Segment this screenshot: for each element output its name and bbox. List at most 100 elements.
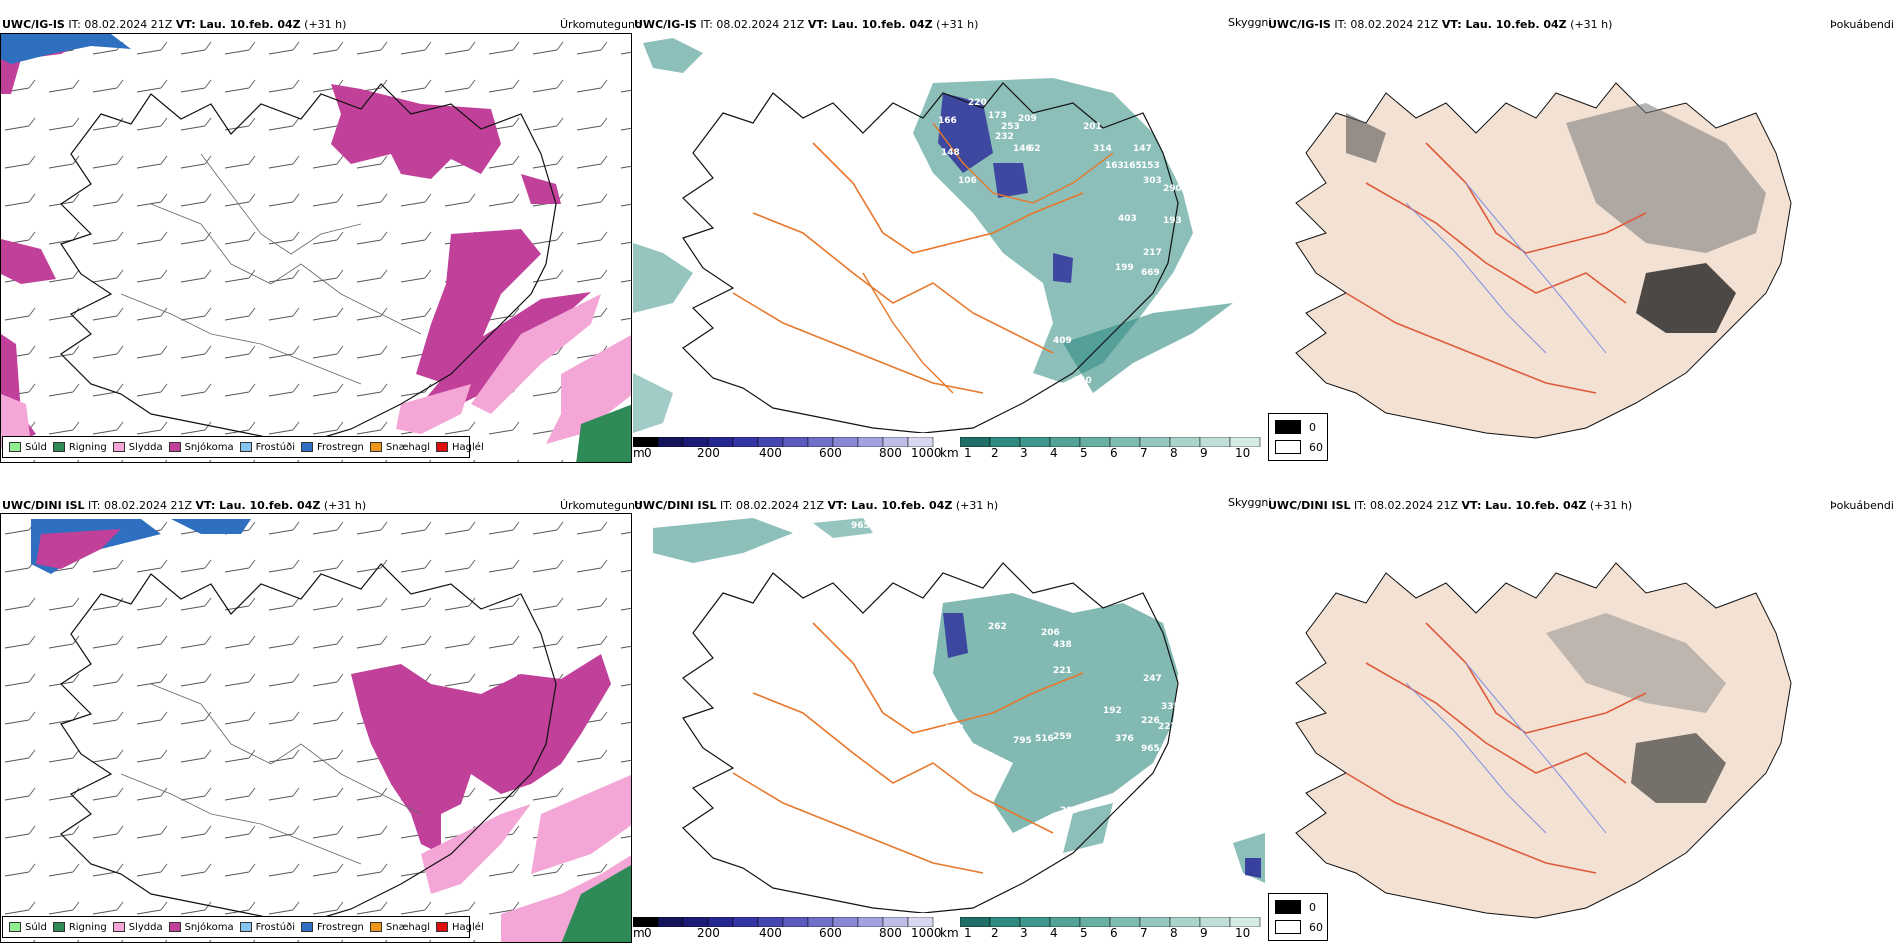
lead-time: (+31 h) [955,499,999,512]
lead-time: (+31 h) [304,18,347,31]
model-name: UWC/IG-IS [2,18,65,31]
vis-label: 253 [1001,122,1020,132]
top-vis-colorbar-km-ticks: km 1 2 3 4 5 6 7 8 9 10 [940,446,1250,460]
legend-swatch [168,442,181,452]
legend-item: Snæhagl [369,442,430,453]
legend-item: Slydda [112,441,163,453]
vis-label: 226 [1141,716,1160,726]
vis-label: 229 [1060,806,1079,816]
fog-legend-swatch [1275,420,1301,434]
vis-label: 147 [1133,144,1152,154]
bottom-vis-colorbar-km-ticks: km 1 2 3 4 5 6 7 8 9 10 [940,926,1250,940]
vt-label: VT: Lau. 10.feb. 04Z [195,499,321,512]
vis-label: 409 [1053,336,1072,346]
legend-swatch [52,922,65,932]
vis-label: 303 [1143,176,1162,186]
it-value: 08.02.2024 21Z [84,18,173,31]
bottom-fog-header: UWC/DINI ISL IT: 08.02.2024 21Z VT: Lau.… [1268,499,1632,512]
colorbar-tick: 400 [759,926,782,940]
fog-legend-row: 60 [1275,440,1323,454]
it-label: IT: [700,18,713,31]
legend-label: Snjókoma [184,441,234,453]
top-vis-colorbar-m-ticks: m 0 200 400 600 800 1000 [633,446,942,460]
colorbar-tick: 5 [1080,446,1088,460]
top-precip-header: UWC/IG-IS IT: 08.02.2024 21Z VT: Lau. 10… [2,18,346,31]
legend-swatch [369,922,382,932]
colorbar-cell [657,437,684,447]
bottom-precip-title: Úrkomutegund [560,499,642,512]
legend-label: Snæhagl [385,921,431,933]
colorbar-tick: 3 [1020,446,1028,460]
top-fog-legend: 0 60 [1268,413,1328,461]
lead-time: (+31 h) [323,499,367,512]
colorbar-tick: 6 [1110,446,1118,460]
fog-legend-label: 60 [1309,440,1323,454]
it-value: 08.02.2024 21Z [736,499,825,512]
model-name: UWC/DINI ISL [634,499,717,512]
bottom-fog-title: Þokuábendi [1830,499,1894,512]
colorbar-unit: m [633,926,645,940]
it-label: IT: [88,499,101,512]
colorbar-cell [732,917,759,927]
fog-legend-row: 0 [1275,900,1316,914]
bottom-vis-colorbar-m-ticks: m 0 200 400 600 800 1000 [633,926,942,940]
legend-item: Haglél [436,922,484,933]
legend-item: Frostúði [239,442,295,453]
vis-label: 314 [1093,144,1112,154]
top-vis-header: UWC/IG-IS IT: 08.02.2024 21Z VT: Lau. 10… [634,18,978,31]
legend-swatch [112,922,125,932]
fog-legend-row: 60 [1275,920,1323,934]
colorbar-tick: 8 [1170,446,1178,460]
it-value: 08.02.2024 21Z [104,499,193,512]
top-precip-title: Úrkomutegund [560,18,642,31]
it-label: IT: [720,499,733,512]
vis-label: 146 [1013,144,1032,154]
vis-label: 217 [1143,248,1162,258]
legend-item: Rigning [52,442,107,453]
vis-label: 106 [958,176,977,186]
colorbar-tick: 1 [964,446,972,460]
vis-label: 166 [938,116,957,126]
top-fog-header: UWC/IG-IS IT: 08.02.2024 21Z VT: Lau. 10… [1268,18,1612,31]
fog-legend-row: 0 [1275,420,1316,434]
colorbar-cell [907,917,934,927]
legend-label: Súld [25,441,47,453]
it-label: IT: [1334,18,1347,31]
legend-label: Frostregn [317,921,364,933]
colorbar-unit: m [633,446,645,460]
it-value: 08.02.2024 21Z [716,18,805,31]
it-label: IT: [1354,499,1367,512]
colorbar-tick: 0 [644,446,652,460]
bottom-fog-map [1266,513,1898,923]
model-name: UWC/IG-IS [1268,18,1331,31]
legend-swatch [9,442,21,452]
top-precip-map [0,33,632,463]
bottom-vis-colorbar-km [960,917,1263,927]
vt-label: VT: Lau. 10.feb. 04Z [175,18,301,31]
colorbar-cell [1229,917,1261,927]
model-name: UWC/DINI ISL [1268,499,1351,512]
it-value: 08.02.2024 21Z [1370,499,1459,512]
colorbar-tick: 600 [819,926,842,940]
legend-label: Slydda [128,441,163,453]
colorbar-tick: 1000 [911,446,942,460]
vis-label: 438 [1053,640,1072,650]
colorbar-tick: 4 [1050,446,1058,460]
vis-label: 247 [1143,674,1162,684]
vis-label: 403 [1118,214,1137,224]
legend-item: Slydda [112,922,163,933]
top-vis-colorbar-km [960,437,1263,447]
colorbar-tick: 200 [697,446,720,460]
colorbar-tick: 4 [1050,926,1058,940]
vis-label: 950 [1073,376,1092,386]
vt-label: VT: Lau. 10.feb. 04Z [1461,499,1587,512]
vis-label: 148 [941,148,960,158]
vis-label: 965 [1141,744,1160,754]
vis-label: 259 [1053,732,1072,742]
legend-item: Frostregn [301,922,364,933]
vis-label: 376 [1115,734,1134,744]
bottom-vis-map: 965 262 206 438 221 192 226 376 965 795 … [633,513,1265,913]
colorbar-tick: 3 [1020,926,1028,940]
legend-swatch [239,922,252,932]
legend-swatch [436,442,449,452]
